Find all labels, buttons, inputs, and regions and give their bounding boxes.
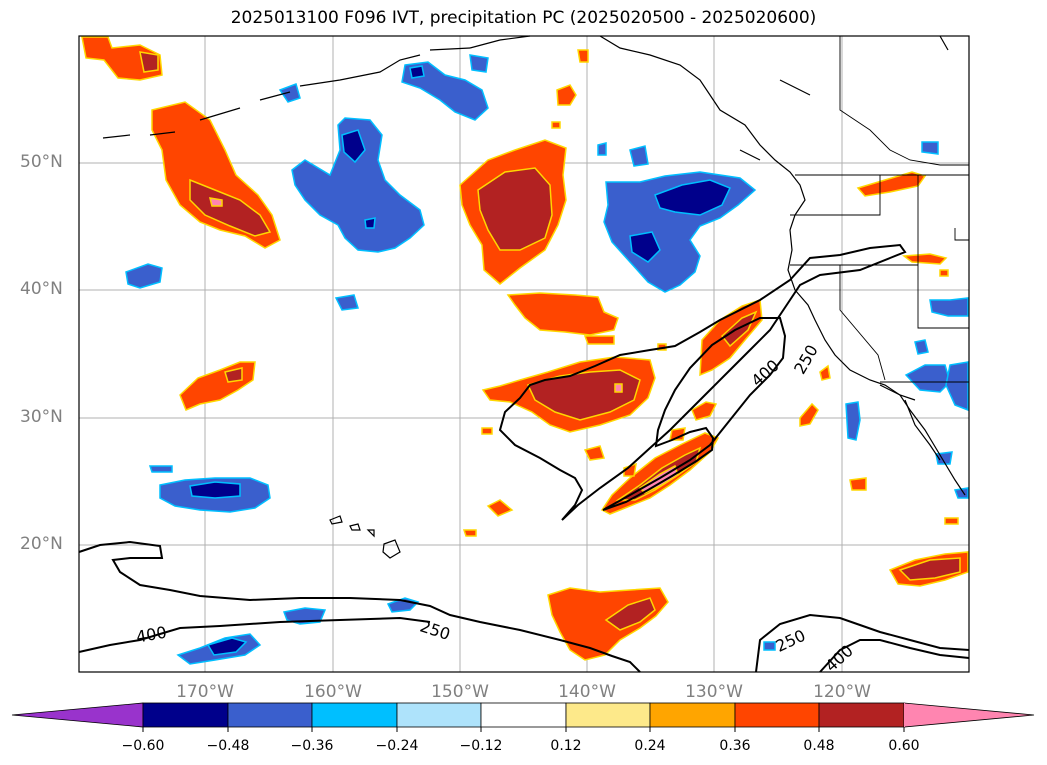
- map-title: 2025013100 F096 IVT, precipitation PC (2…: [230, 8, 817, 28]
- colorbar-tick-label: 0.60: [888, 738, 920, 754]
- colorbar-tick-label: 0.36: [719, 738, 751, 754]
- precip-negative-regions: [125, 54, 969, 665]
- lon-label-130w: 130°W: [685, 682, 743, 702]
- state-borders: [790, 36, 969, 383]
- colorbar-tick-label: −0.24: [375, 738, 419, 754]
- colorbar-tick-label: −0.36: [290, 738, 334, 754]
- colorbar-tick-label: −0.12: [459, 738, 503, 754]
- colorbar-tick-label: 0.24: [634, 738, 666, 754]
- colorbar-tick-label: −0.48: [206, 738, 250, 754]
- lon-label-160w: 160°W: [304, 682, 362, 702]
- lon-label-140w: 140°W: [558, 682, 616, 702]
- colorbar: [11, 702, 1035, 732]
- hawaii-islands: [329, 515, 401, 559]
- lat-label-30n: 30°N: [20, 407, 63, 427]
- lat-label-20n: 20°N: [20, 534, 63, 554]
- lat-label-40n: 40°N: [20, 279, 63, 299]
- colorbar-tick-label: 0.12: [550, 738, 582, 754]
- lon-label-150w: 150°W: [431, 682, 489, 702]
- ivt-contours: [78, 243, 970, 673]
- coastlines: [102, 35, 966, 496]
- lon-label-120w: 120°W: [813, 682, 871, 702]
- lon-label-170w: 170°W: [176, 682, 234, 702]
- colorbar-tick-label: −0.60: [121, 738, 165, 754]
- lat-label-50n: 50°N: [20, 152, 63, 172]
- colorbar-tick-label: 0.48: [803, 738, 835, 754]
